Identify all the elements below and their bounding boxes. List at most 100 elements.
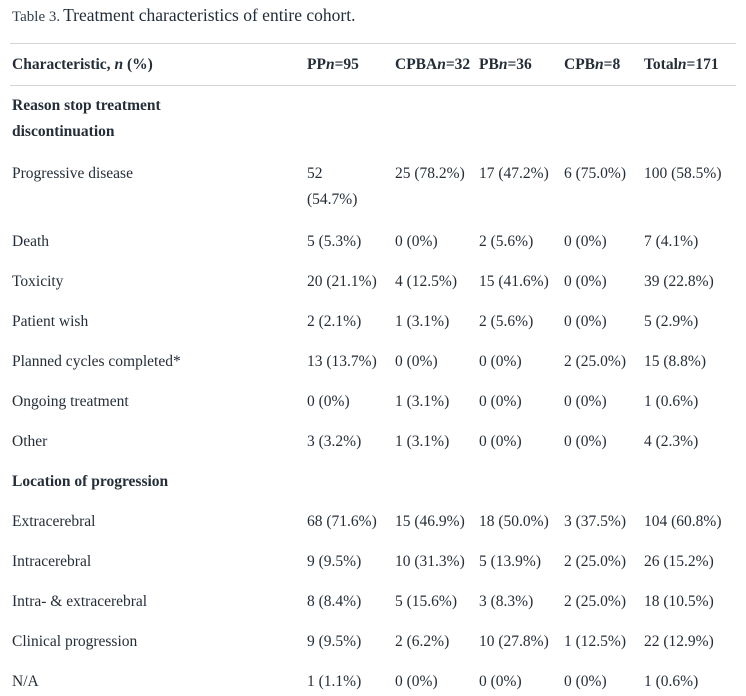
cell-value: 6 (75.0%) (564, 165, 626, 182)
table-row: N/A 1 (1.1%) 0 (0%) 0 (0%) 0 (0%) 1 (0.6… (10, 662, 736, 696)
cell-value: 9 (9.5%) (307, 633, 362, 650)
cell-value: 10 (31.3%) (395, 553, 465, 570)
cell-value: 2 (2.1%) (307, 313, 362, 330)
cell-value: 4 (2.3%) (644, 433, 699, 450)
cell-value: 2 (25.0%) (564, 553, 626, 570)
cell-value: 0 (0%) (395, 673, 438, 690)
cell-value: 4 (12.5%) (395, 273, 457, 290)
treatment-characteristics-table: Characteristic, n (%) PPn=95 CPBAn=32 PB… (10, 43, 736, 696)
cell-value: 1 (0.6%) (644, 673, 699, 690)
section-heading-reason-stop: Reason stop treatment discontinuation (10, 86, 736, 153)
column-header-cpb: CPBn=8 (562, 43, 642, 86)
cell-value: 1 (3.1%) (395, 313, 450, 330)
table-row: Extracerebral 68 (71.6%) 15 (46.9%) 18 (… (10, 502, 736, 542)
cell-value: 9 (9.5%) (307, 553, 362, 570)
row-label: N/A (12, 673, 39, 690)
table-caption: Treatment characteristics of entire coho… (63, 5, 356, 25)
cell-value: 3 (8.3%) (479, 593, 534, 610)
cell-value: 15 (46.9%) (395, 513, 465, 530)
cell-value: 0 (0%) (479, 353, 522, 370)
row-label: Intra- & extracerebral (12, 593, 148, 610)
cell-value: 0 (0%) (564, 393, 607, 410)
cell-value: 3 (3.2%) (307, 433, 362, 450)
cell-value: 2 (5.6%) (479, 233, 534, 250)
section-heading-label: Location of progression (12, 473, 169, 490)
cell-value: 5 (5.3%) (307, 233, 362, 250)
row-label: Toxicity (12, 273, 64, 290)
cell-value: 2 (25.0%) (564, 353, 626, 370)
cell-value: 15 (8.8%) (644, 353, 706, 370)
cell-value: 10 (27.8%) (479, 633, 549, 650)
table-row: Death 5 (5.3%) 0 (0%) 2 (5.6%) 0 (0%) 7 … (10, 222, 736, 262)
cell-value: 1 (12.5%) (564, 633, 626, 650)
row-label: Progressive disease (12, 165, 133, 182)
cell-value: 1 (3.1%) (395, 433, 450, 450)
cell-value: 0 (0%) (395, 353, 438, 370)
row-label: Death (12, 233, 50, 250)
cell-value: 2 (6.2%) (395, 633, 450, 650)
cell-value: 39 (22.8%) (644, 273, 714, 290)
row-label: Other (12, 433, 48, 450)
table-row: Intra- & extracerebral 8 (8.4%) 5 (15.6%… (10, 582, 736, 622)
cell-value: 18 (10.5%) (644, 593, 714, 610)
cell-value: 20 (21.1%) (307, 273, 377, 290)
cell-value: 0 (0%) (479, 433, 522, 450)
table-row: Patient wish 2 (2.1%) 1 (3.1%) 2 (5.6%) … (10, 302, 736, 342)
table-number: Table 3. (12, 9, 61, 25)
table-row: Progressive disease 52 (54.7%) 25 (78.2%… (10, 152, 736, 222)
row-label: Planned cycles completed* (12, 353, 181, 370)
cell-value: 8 (8.4%) (307, 593, 362, 610)
cell-value: 7 (4.1%) (644, 233, 699, 250)
row-label: Patient wish (12, 313, 89, 330)
cell-value: 0 (0%) (479, 673, 522, 690)
cell-value: 0 (0%) (564, 273, 607, 290)
section-heading-label: Reason stop treatment discontinuation (12, 97, 161, 140)
cell-value: 2 (5.6%) (479, 313, 534, 330)
cell-value: 5 (2.9%) (644, 313, 699, 330)
cell-value: 2 (25.0%) (564, 593, 626, 610)
row-label: Clinical progression (12, 633, 138, 650)
cell-value: 22 (12.9%) (644, 633, 714, 650)
column-header-cpba: CPBAn=32 (393, 43, 477, 86)
cell-value: 104 (60.8%) (644, 513, 722, 530)
cell-value: 0 (0%) (479, 393, 522, 410)
cell-value: 1 (3.1%) (395, 393, 450, 410)
cell-value: 26 (15.2%) (644, 553, 714, 570)
cell-value: 0 (0%) (564, 673, 607, 690)
table-row: Clinical progression 9 (9.5%) 2 (6.2%) 1… (10, 622, 736, 662)
table-row: Planned cycles completed* 13 (13.7%) 0 (… (10, 342, 736, 382)
cell-value: 25 (78.2%) (395, 165, 465, 182)
cell-value: 17 (47.2%) (479, 165, 549, 182)
cell-value: 68 (71.6%) (307, 513, 377, 530)
cell-value: 52 (54.7%) (307, 165, 358, 208)
cell-value: 1 (0.6%) (644, 393, 699, 410)
cell-value: 3 (37.5%) (564, 513, 626, 530)
cell-value: 0 (0%) (395, 233, 438, 250)
cell-value: 0 (0%) (564, 433, 607, 450)
column-header-pb: PBn=36 (477, 43, 562, 86)
cell-value: 5 (15.6%) (395, 593, 457, 610)
table-body: Reason stop treatment discontinuation Pr… (10, 86, 736, 696)
table-row: Other 3 (3.2%) 1 (3.1%) 0 (0%) 0 (0%) 4 … (10, 422, 736, 462)
table-row: Intracerebral 9 (9.5%) 10 (31.3%) 5 (13.… (10, 542, 736, 582)
row-label: Intracerebral (12, 553, 92, 570)
row-label: Extracerebral (12, 513, 96, 530)
cell-value: 100 (58.5%) (644, 165, 722, 182)
section-heading-location: Location of progression (10, 462, 736, 502)
table-row: Ongoing treatment 0 (0%) 1 (3.1%) 0 (0%)… (10, 382, 736, 422)
cell-value: 0 (0%) (307, 393, 350, 410)
cell-value: 0 (0%) (564, 233, 607, 250)
cell-value: 15 (41.6%) (479, 273, 549, 290)
cell-value: 5 (13.9%) (479, 553, 541, 570)
cell-value: 13 (13.7%) (307, 353, 377, 370)
cell-value: 1 (1.1%) (307, 673, 362, 690)
cell-value: 18 (50.0%) (479, 513, 549, 530)
cell-value: 0 (0%) (564, 313, 607, 330)
table-title: Table 3. Treatment characteristics of ent… (12, 3, 736, 30)
header-row: Characteristic, n (%) PPn=95 CPBAn=32 PB… (10, 43, 736, 86)
row-label: Ongoing treatment (12, 393, 129, 410)
column-header-characteristic: Characteristic, n (%) (10, 43, 305, 86)
table-row: Toxicity 20 (21.1%) 4 (12.5%) 15 (41.6%)… (10, 262, 736, 302)
column-header-total: Totaln=171 (642, 43, 736, 86)
